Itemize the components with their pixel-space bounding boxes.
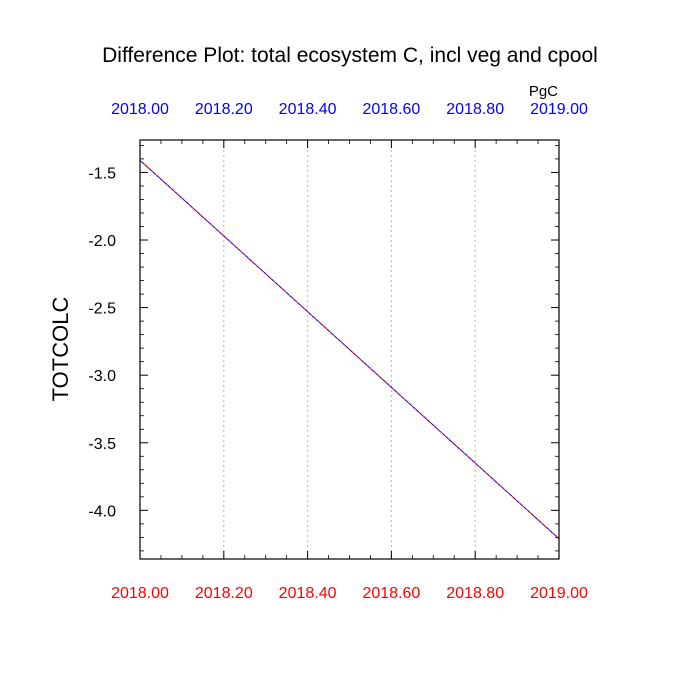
x-tick-label-top: 2018.00 (111, 101, 169, 118)
x-tick-label-top: 2018.20 (195, 101, 253, 118)
x-tick-label-bottom: 2018.60 (362, 585, 420, 602)
x-tick-label-top: 2018.40 (279, 101, 337, 118)
x-tick-label-top: 2019.00 (530, 101, 588, 118)
tick-label-layer: 2018.00 2018.00 2018.20 2018.20 2018.40 2018.… (88, 101, 588, 602)
x-tick-label-top: 2018.60 (362, 101, 420, 118)
tick-layer (139, 140, 560, 559)
y-tick-label: -3.0 (88, 368, 116, 385)
units-label: PgC (529, 83, 558, 100)
x-tick-label-bottom: 2018.20 (195, 585, 253, 602)
y-tick-label: -1.5 (88, 165, 116, 182)
y-tick-label: -3.5 (88, 436, 116, 453)
x-tick-label-top: 2018.80 (446, 101, 504, 118)
x-tick-label-bottom: 2018.80 (446, 585, 504, 602)
x-tick-label-bottom: 2019.00 (530, 585, 588, 602)
x-tick-label-bottom: 2018.40 (279, 585, 337, 602)
series-line (139, 159, 560, 540)
y-tick-label: -2.5 (88, 301, 116, 318)
series-line (139, 159, 560, 540)
y-tick-label: -4.0 (88, 503, 116, 520)
x-tick-label-bottom: 2018.00 (111, 585, 169, 602)
chart-title: Difference Plot: total ecosystem C, incl… (102, 44, 598, 67)
y-axis-label: TOTCOLC (48, 297, 73, 402)
series-layer (139, 159, 560, 540)
y-tick-label: -2.0 (88, 233, 116, 250)
